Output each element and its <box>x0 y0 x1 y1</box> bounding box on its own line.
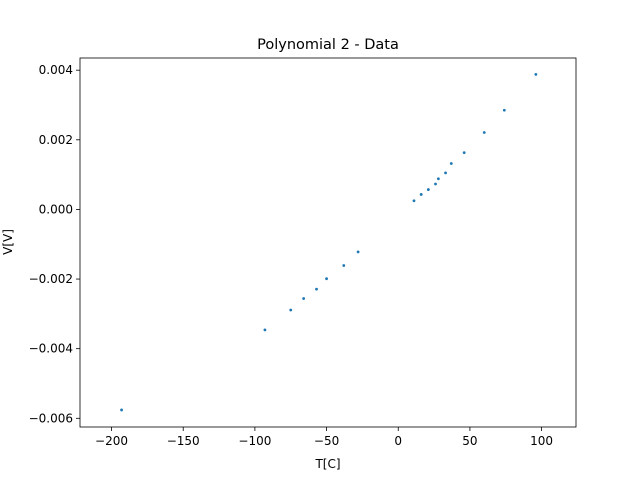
y-tick-label: −0.004 <box>29 342 73 356</box>
data-point <box>412 199 416 203</box>
x-tick-label: 0 <box>394 434 402 448</box>
data-point <box>263 328 267 332</box>
x-tick-label: −50 <box>314 434 339 448</box>
data-points <box>120 72 538 412</box>
y-axis-label: V[V] <box>1 229 15 255</box>
x-tick-label: −150 <box>167 434 200 448</box>
x-axis: −200 −150 −100 −50 0 50 100 <box>95 427 553 448</box>
data-point <box>356 250 360 254</box>
x-axis-label: T[C] <box>314 457 340 471</box>
data-point <box>302 297 306 300</box>
x-tick-label: 50 <box>462 434 477 448</box>
chart-title: Polynomial 2 - Data <box>257 37 399 53</box>
y-tick-label: 0.002 <box>39 133 73 147</box>
y-tick-label: −0.002 <box>29 272 73 286</box>
data-point <box>315 287 318 291</box>
data-point <box>462 151 466 155</box>
data-point <box>289 308 293 312</box>
x-tick-label: 100 <box>530 434 553 448</box>
data-point <box>325 277 328 281</box>
data-point <box>482 131 486 134</box>
data-point <box>434 182 437 186</box>
data-point <box>419 193 423 196</box>
data-point <box>449 162 453 165</box>
data-point <box>436 177 440 181</box>
y-tick-label: 0.000 <box>39 202 73 216</box>
y-tick-label: 0.004 <box>39 63 73 77</box>
x-tick-label: −200 <box>95 434 128 448</box>
data-point <box>120 408 123 412</box>
data-point <box>534 72 538 76</box>
y-axis: −0.006 −0.004 −0.002 0.000 0.002 0.004 <box>29 63 80 425</box>
plot-area <box>79 57 577 428</box>
data-point <box>426 188 430 191</box>
data-point <box>342 264 346 267</box>
data-point <box>444 171 447 175</box>
x-tick-label: −100 <box>238 434 271 448</box>
data-point <box>502 108 506 112</box>
y-tick-label: −0.006 <box>29 411 73 425</box>
